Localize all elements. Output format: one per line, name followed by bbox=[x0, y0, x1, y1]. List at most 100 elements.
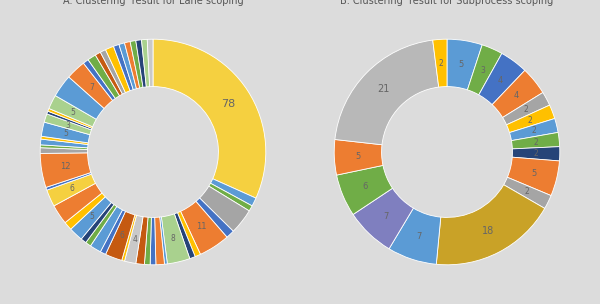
Text: 2: 2 bbox=[531, 126, 536, 136]
Text: 7: 7 bbox=[416, 232, 422, 241]
Wedge shape bbox=[47, 111, 92, 130]
Text: 3: 3 bbox=[480, 66, 485, 75]
Wedge shape bbox=[145, 217, 151, 265]
Title: B. Clustering  result for Subprocess scoping: B. Clustering result for Subprocess scop… bbox=[340, 0, 554, 6]
Wedge shape bbox=[106, 211, 135, 261]
Text: 12: 12 bbox=[60, 162, 70, 171]
Wedge shape bbox=[119, 43, 136, 90]
Wedge shape bbox=[100, 210, 125, 254]
Wedge shape bbox=[503, 92, 550, 125]
Text: 6: 6 bbox=[69, 184, 74, 193]
Text: 2: 2 bbox=[523, 105, 528, 114]
Text: 5: 5 bbox=[64, 130, 68, 138]
Wedge shape bbox=[65, 193, 105, 229]
Text: 5: 5 bbox=[89, 212, 94, 222]
Wedge shape bbox=[83, 60, 115, 101]
Wedge shape bbox=[49, 95, 97, 127]
Wedge shape bbox=[160, 217, 167, 264]
Text: 4: 4 bbox=[497, 76, 502, 85]
Wedge shape bbox=[512, 147, 560, 161]
Wedge shape bbox=[506, 105, 555, 133]
Wedge shape bbox=[91, 206, 122, 252]
Wedge shape bbox=[122, 215, 136, 261]
Text: 18: 18 bbox=[482, 226, 494, 236]
Wedge shape bbox=[44, 114, 91, 135]
Wedge shape bbox=[492, 70, 543, 118]
Wedge shape bbox=[106, 46, 130, 93]
Wedge shape bbox=[181, 201, 227, 254]
Wedge shape bbox=[509, 119, 558, 141]
Text: 7: 7 bbox=[383, 212, 388, 221]
Wedge shape bbox=[335, 40, 439, 145]
Wedge shape bbox=[130, 40, 143, 88]
Wedge shape bbox=[125, 215, 143, 264]
Wedge shape bbox=[47, 174, 95, 206]
Text: 5: 5 bbox=[71, 108, 76, 117]
Wedge shape bbox=[150, 217, 156, 265]
Wedge shape bbox=[161, 214, 190, 264]
Text: 5: 5 bbox=[458, 60, 464, 68]
Text: 2: 2 bbox=[533, 138, 538, 147]
Wedge shape bbox=[178, 211, 200, 257]
Wedge shape bbox=[155, 217, 164, 265]
Text: 2: 2 bbox=[524, 187, 529, 196]
Wedge shape bbox=[511, 133, 560, 149]
Wedge shape bbox=[41, 136, 88, 144]
Title: A. Clustering  result for Lane scoping: A. Clustering result for Lane scoping bbox=[62, 0, 244, 6]
Text: 5: 5 bbox=[531, 168, 536, 178]
Wedge shape bbox=[447, 39, 482, 90]
Wedge shape bbox=[100, 50, 125, 94]
Text: 78: 78 bbox=[221, 98, 235, 109]
Wedge shape bbox=[175, 213, 195, 259]
Wedge shape bbox=[40, 139, 88, 148]
Wedge shape bbox=[389, 208, 441, 264]
Wedge shape bbox=[86, 205, 117, 246]
Text: 4: 4 bbox=[133, 235, 137, 244]
Wedge shape bbox=[136, 217, 148, 264]
Wedge shape bbox=[69, 63, 113, 109]
Wedge shape bbox=[467, 45, 502, 95]
Wedge shape bbox=[353, 188, 413, 249]
Text: 7: 7 bbox=[89, 82, 94, 92]
Wedge shape bbox=[40, 153, 91, 187]
Text: 8: 8 bbox=[171, 234, 176, 243]
Wedge shape bbox=[433, 39, 447, 87]
Wedge shape bbox=[41, 122, 90, 143]
Wedge shape bbox=[55, 77, 104, 119]
Wedge shape bbox=[211, 179, 256, 206]
Wedge shape bbox=[81, 202, 114, 243]
Wedge shape bbox=[503, 177, 551, 209]
Text: 2: 2 bbox=[528, 116, 533, 125]
Wedge shape bbox=[436, 185, 545, 265]
Wedge shape bbox=[40, 145, 88, 150]
Wedge shape bbox=[508, 157, 559, 195]
Wedge shape bbox=[113, 44, 133, 91]
Wedge shape bbox=[334, 140, 383, 175]
Wedge shape bbox=[147, 39, 153, 87]
Wedge shape bbox=[88, 55, 119, 98]
Text: 6: 6 bbox=[119, 231, 124, 240]
Text: 2: 2 bbox=[534, 149, 538, 158]
Wedge shape bbox=[479, 54, 525, 105]
Wedge shape bbox=[40, 148, 88, 154]
Wedge shape bbox=[200, 186, 249, 231]
Wedge shape bbox=[54, 183, 102, 223]
Wedge shape bbox=[153, 39, 266, 198]
Text: 3: 3 bbox=[65, 121, 70, 130]
Text: 5: 5 bbox=[355, 152, 361, 161]
Wedge shape bbox=[136, 40, 146, 87]
Text: 21: 21 bbox=[377, 85, 389, 95]
Text: 4: 4 bbox=[514, 91, 519, 100]
Wedge shape bbox=[125, 42, 140, 89]
Text: 6: 6 bbox=[362, 182, 367, 191]
Wedge shape bbox=[46, 173, 91, 190]
Wedge shape bbox=[48, 109, 92, 128]
Text: 11: 11 bbox=[196, 222, 206, 231]
Wedge shape bbox=[209, 183, 252, 211]
Wedge shape bbox=[95, 52, 122, 96]
Wedge shape bbox=[337, 165, 392, 215]
Wedge shape bbox=[71, 197, 112, 239]
Wedge shape bbox=[142, 39, 149, 87]
Text: 2: 2 bbox=[439, 59, 444, 67]
Wedge shape bbox=[196, 198, 233, 237]
